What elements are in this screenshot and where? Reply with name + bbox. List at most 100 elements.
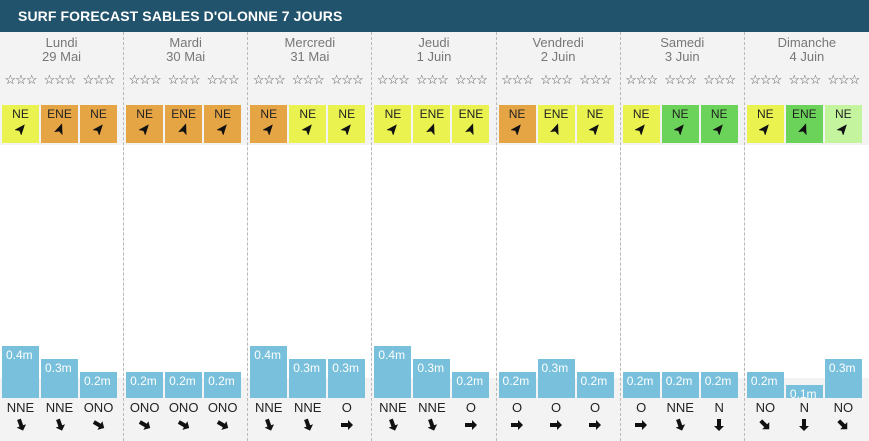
swell-direction-label: ONO bbox=[168, 400, 199, 415]
swell-arrow bbox=[374, 418, 411, 432]
wind-direction-label: NE bbox=[508, 107, 526, 121]
chart-area bbox=[248, 145, 372, 378]
wave-height-bar[interactable]: 0.3m bbox=[824, 359, 862, 398]
wind-arrow-icon bbox=[53, 123, 63, 135]
day-name: Jeudi bbox=[418, 35, 450, 50]
wave-height-label: 0.4m bbox=[378, 348, 406, 362]
swell-arrow bbox=[41, 418, 78, 432]
wind-indicator[interactable]: NE bbox=[289, 105, 327, 143]
swell-arrow-icon bbox=[799, 419, 810, 431]
day-date: 29 Mai bbox=[42, 49, 82, 64]
wave-height-bar[interactable]: 0.4m bbox=[250, 346, 288, 398]
wind-indicator[interactable]: NE bbox=[498, 105, 536, 143]
wind-arrow-icon bbox=[425, 123, 435, 135]
wind-indicator[interactable]: NE bbox=[746, 105, 784, 143]
wind-indicator[interactable]: ENE bbox=[785, 105, 823, 143]
swell-direction-label: NNE bbox=[418, 400, 446, 415]
rating-stars: ☆☆☆ bbox=[128, 72, 162, 87]
forecast-header: SURF FORECAST SABLES D'OLONNE 7 JOURS bbox=[0, 0, 869, 32]
wave-height-label: 0.4m bbox=[254, 348, 281, 362]
day-label: Mercredi 31 Mai bbox=[248, 36, 371, 64]
swell-arrow bbox=[577, 418, 614, 432]
rating-stars: ☆☆☆ bbox=[540, 72, 573, 87]
wave-height-bar[interactable]: 0.2m bbox=[452, 372, 490, 398]
wave-height-bar[interactable]: 0.2m bbox=[498, 372, 536, 398]
swell-direction-label: ONO bbox=[207, 400, 238, 415]
wind-indicator[interactable]: NE bbox=[2, 105, 39, 143]
forecast-title: SURF FORECAST SABLES D'OLONNE 7 JOURS bbox=[18, 8, 343, 24]
wave-height-bar[interactable]: 0.2m bbox=[576, 372, 614, 398]
wind-direction-label: NE bbox=[671, 107, 689, 121]
rating-stars: ☆☆☆ bbox=[827, 72, 860, 87]
wave-height-label: 0.3m bbox=[417, 361, 445, 375]
wind-indicator[interactable]: NE bbox=[622, 105, 660, 143]
wave-height-label: 0.2m bbox=[626, 374, 654, 388]
wind-indicator[interactable]: ENE bbox=[452, 105, 490, 143]
swell-arrow bbox=[204, 418, 241, 432]
wave-height-label: 0.2m bbox=[580, 374, 608, 388]
wind-indicator[interactable]: NE bbox=[576, 105, 614, 143]
wind-arrow-icon bbox=[674, 124, 685, 135]
wave-height-label: 0.3m bbox=[45, 361, 72, 375]
wave-height-label: 0.2m bbox=[456, 374, 484, 388]
wind-indicator[interactable]: ENE bbox=[413, 105, 451, 143]
wind-indicator[interactable]: NE bbox=[374, 105, 412, 143]
wind-indicator[interactable]: NE bbox=[250, 105, 288, 143]
wave-height-label: 0.2m bbox=[502, 374, 530, 388]
wind-direction-label: ENE bbox=[458, 107, 484, 121]
wind-indicator[interactable]: NE bbox=[80, 105, 117, 143]
day-date: 3 Juin bbox=[664, 49, 700, 64]
swell-arrow bbox=[701, 418, 738, 432]
wave-height-bar[interactable]: 0.2m bbox=[204, 372, 242, 398]
wave-height-bar[interactable]: 0.3m bbox=[413, 359, 451, 398]
wave-height-bar[interactable]: 0.3m bbox=[289, 359, 327, 398]
wave-height-bar[interactable]: 0.4m bbox=[2, 346, 39, 398]
wave-height-bar[interactable]: 0.1m bbox=[785, 385, 823, 401]
swell-arrow bbox=[662, 418, 699, 432]
wave-height-bar[interactable]: 0.3m bbox=[41, 359, 78, 398]
rating-stars: ☆☆☆ bbox=[167, 72, 201, 87]
wave-height-bar[interactable]: 0.4m bbox=[374, 346, 412, 398]
wave-height-label: 0.3m bbox=[293, 361, 320, 375]
wind-indicator[interactable]: NE bbox=[204, 105, 242, 143]
wave-height-bar[interactable]: 0.3m bbox=[537, 359, 575, 398]
day-label: Samedi 3 Juin bbox=[621, 36, 744, 64]
rating-stars: ☆☆☆ bbox=[664, 72, 697, 87]
wave-height-bar[interactable]: 0.2m bbox=[700, 372, 738, 398]
wave-height-bar[interactable]: 0.3m bbox=[328, 359, 366, 398]
wind-indicator[interactable]: NE bbox=[700, 105, 738, 143]
wind-arrow-icon bbox=[550, 123, 559, 135]
wind-indicator[interactable]: NE bbox=[328, 105, 366, 143]
rating-stars: ☆☆☆ bbox=[579, 72, 612, 87]
swell-arrow-icon bbox=[216, 420, 228, 430]
swell-arrow bbox=[2, 418, 39, 432]
wind-indicator[interactable]: ENE bbox=[165, 105, 203, 143]
wind-direction-label: ENE bbox=[419, 107, 445, 121]
wave-height-bar[interactable]: 0.2m bbox=[661, 372, 699, 398]
day-name: Dimanche bbox=[777, 35, 837, 50]
swell-arrow bbox=[413, 418, 450, 432]
wind-direction-label: NE bbox=[756, 107, 774, 121]
swell-direction-label: NNE bbox=[379, 400, 407, 415]
wave-height-bar[interactable]: 0.2m bbox=[746, 372, 784, 398]
day-name: Vendredi bbox=[532, 35, 584, 50]
wind-direction-label: NE bbox=[834, 107, 852, 121]
wind-indicator[interactable]: NE bbox=[824, 105, 862, 143]
rating-stars: ☆☆☆ bbox=[415, 72, 449, 87]
wind-indicator[interactable]: ENE bbox=[537, 105, 575, 143]
wave-height-bar[interactable]: 0.2m bbox=[126, 372, 164, 398]
wave-height-bar[interactable]: 0.2m bbox=[622, 372, 660, 398]
swell-arrow-icon bbox=[92, 420, 104, 430]
wave-height-bar[interactable]: 0.2m bbox=[80, 372, 117, 398]
swell-arrow bbox=[250, 418, 287, 432]
day-name: Mardi bbox=[169, 35, 202, 50]
day-label: Mardi 30 Mai bbox=[124, 36, 247, 64]
swell-direction-label: O bbox=[550, 400, 562, 415]
wind-indicator[interactable]: NE bbox=[661, 105, 699, 143]
wind-indicator[interactable]: NE bbox=[126, 105, 164, 143]
swell-direction-label: O bbox=[636, 400, 647, 415]
chart-area bbox=[124, 145, 248, 378]
wave-height-bar[interactable]: 0.2m bbox=[165, 372, 203, 398]
wind-indicator[interactable]: ENE bbox=[41, 105, 78, 143]
swell-direction-label: N bbox=[799, 400, 810, 415]
